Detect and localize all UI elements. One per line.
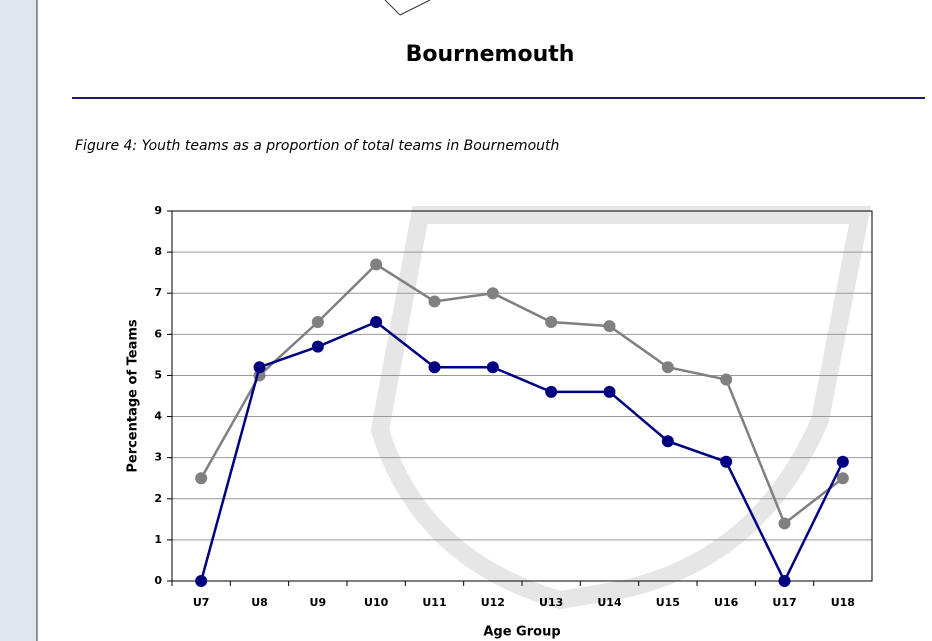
data-point xyxy=(312,316,324,328)
data-point xyxy=(837,456,849,468)
x-tick-label: U11 xyxy=(422,596,446,609)
x-tick-label: U8 xyxy=(251,596,268,609)
x-tick-label: U9 xyxy=(310,596,327,609)
data-point xyxy=(254,361,266,373)
data-point xyxy=(779,517,791,529)
y-tick-label: 9 xyxy=(154,204,162,217)
x-tick-label: U16 xyxy=(714,596,739,609)
x-tick-label: U13 xyxy=(539,596,563,609)
data-point xyxy=(370,316,382,328)
data-point xyxy=(662,361,674,373)
data-point xyxy=(779,575,791,587)
data-point xyxy=(429,295,441,307)
x-tick-label: U10 xyxy=(364,596,389,609)
data-point xyxy=(545,316,557,328)
y-tick-label: 7 xyxy=(154,286,162,299)
y-tick-label: 5 xyxy=(154,368,162,381)
data-point xyxy=(604,386,616,398)
y-tick-label: 2 xyxy=(154,492,162,505)
data-point xyxy=(837,472,849,484)
x-tick-label: U12 xyxy=(481,596,505,609)
x-axis-label: Age Group xyxy=(483,625,560,640)
caption: Figure 4: Youth teams as a proportion of… xyxy=(75,138,559,154)
data-point xyxy=(429,361,441,373)
y-tick-label: 8 xyxy=(154,245,162,258)
data-point xyxy=(720,374,732,386)
data-point xyxy=(370,258,382,270)
data-point xyxy=(195,472,207,484)
data-point xyxy=(487,361,499,373)
page: Bournemouth Figure 4: Youth teams as a p… xyxy=(0,0,932,641)
y-tick-label: 3 xyxy=(154,451,162,464)
x-tick-label: U14 xyxy=(597,596,622,609)
y-tick-label: 6 xyxy=(154,327,162,340)
x-tick-label: U15 xyxy=(656,596,680,609)
data-point xyxy=(604,320,616,332)
data-point xyxy=(720,456,732,468)
chart-page: Bournemouth Figure 4: Youth teams as a p… xyxy=(0,0,932,641)
data-point xyxy=(312,341,324,353)
y-axis-label: Percentage of Teams xyxy=(126,319,141,473)
panel xyxy=(37,0,932,641)
x-tick-label: U18 xyxy=(831,596,855,609)
x-tick-label: U7 xyxy=(193,596,210,609)
x-tick-label: U17 xyxy=(772,596,796,609)
y-tick-label: 1 xyxy=(154,533,162,546)
data-point xyxy=(662,435,674,447)
y-tick-label: 4 xyxy=(154,410,162,423)
data-point xyxy=(487,287,499,299)
data-point xyxy=(195,575,207,587)
y-tick-label: 0 xyxy=(154,574,162,587)
data-point xyxy=(545,386,557,398)
page-title: Bournemouth xyxy=(406,42,575,67)
